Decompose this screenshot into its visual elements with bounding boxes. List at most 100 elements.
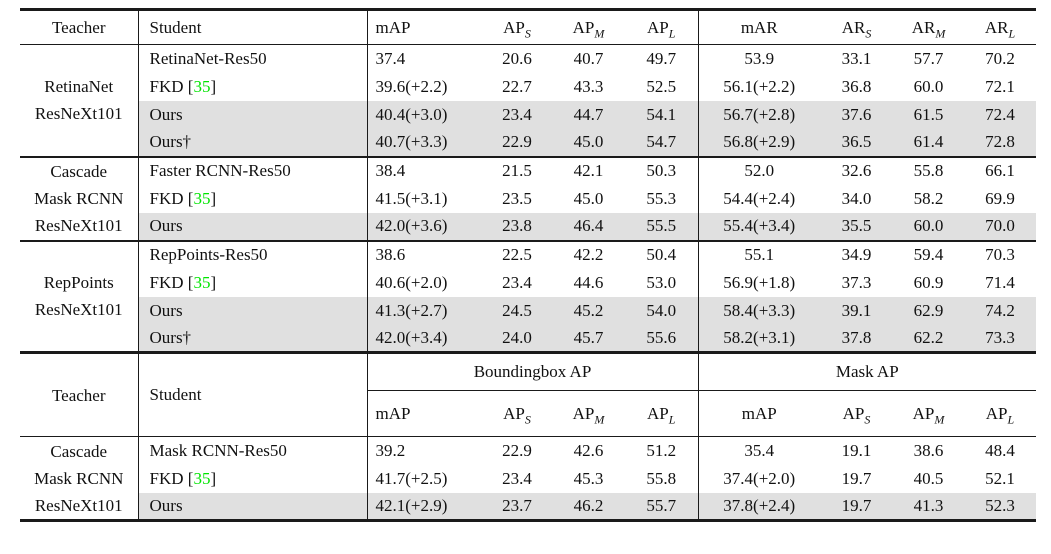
citation-bracket: ] (210, 76, 217, 96)
value-cell: 20.6 (502, 48, 532, 68)
table-row: Cascade Mask RCNN ResNeXt101 Faster RCNN… (20, 156, 1036, 242)
value-cell: 42.1(+2.9) (366, 492, 482, 522)
col-header-aps: APS (820, 390, 893, 437)
value-cell: 52.3 (964, 492, 1036, 522)
value-cell: 73.3 (964, 324, 1036, 354)
citation-ref: 35 (193, 76, 211, 96)
citation-bracket: [ (183, 76, 194, 96)
value-cell: 72.1 (985, 76, 1015, 96)
value-cell: 39.6(+2.2) (366, 72, 482, 101)
value-cell: 56.1(+2.2) (697, 72, 820, 101)
value-cell: 60.0 (913, 76, 944, 96)
value-cell: 52.5 (646, 76, 677, 96)
table-row-highlighted: Ours 42.0(+3.6) 23.8 46.4 55.5 55.4(+3.4… (20, 212, 1036, 242)
table-row: RepPoints ResNeXt101 RepPoints-Res50 38.… (20, 240, 1036, 354)
student-cell: Ours† (137, 324, 367, 354)
value-cell: 36.8 (841, 76, 872, 96)
value-cell: 23.5 (502, 188, 532, 208)
value-cell: 19.7 (820, 492, 893, 522)
value-cell: 49.7 (646, 48, 677, 68)
value-cell: 40.4(+3.0) (366, 100, 482, 129)
table-row-highlighted: Ours† 40.7(+3.3) 22.9 45.0 54.7 56.8(+2.… (20, 128, 1036, 158)
value-cell: 40.7(+3.3) (366, 128, 482, 158)
value-cell: 54.1 (625, 100, 698, 129)
col-header-teacher: Teacher (20, 352, 138, 437)
value-cell: 51.2 (646, 440, 677, 460)
value-cell: 57.7 (913, 48, 944, 68)
value-cell: 38.6 (913, 440, 944, 460)
value-cell: 21.5 (502, 161, 532, 180)
value-cell: 39.2 (366, 436, 482, 465)
value-cell: 33.1 (841, 48, 872, 68)
value-cell: 62.9 (893, 296, 964, 325)
teacher-line: Cascade (50, 441, 108, 461)
value-cell: 44.7 (552, 100, 625, 129)
value-cell: 34.0 (841, 188, 872, 208)
value-cell: 37.8(+2.4) (697, 492, 820, 522)
teacher-cell: Cascade Mask RCNN ResNeXt101 (20, 436, 138, 522)
value-cell: 45.0 (573, 188, 604, 208)
group-header-boundingbox-ap: Boundingbox AP (366, 352, 698, 391)
table-row: Cascade Mask RCNN ResNeXt101 Mask RCNN-R… (20, 436, 1036, 522)
student-cell: FKD [35] (137, 72, 367, 101)
header-row-2b: mAP APS APM APL mAP APS APM APL (20, 390, 1036, 437)
student-cell: Faster RCNN-Res50 (137, 156, 367, 185)
value-cell: 19.7 (841, 468, 872, 488)
value-cell: 55.7 (625, 492, 698, 522)
student-cell: Ours (137, 296, 367, 325)
value-cell: 40.6(+2.0) (366, 268, 482, 297)
table-row: FKD [35] 41.5(+3.1) 23.5 45.0 55.3 54.4(… (20, 184, 1036, 213)
value-cell: 42.0(+3.4) (366, 324, 482, 354)
value-cell: 35.4 (697, 436, 820, 465)
value-cell: 41.3(+2.7) (366, 296, 482, 325)
value-cell: 37.8 (820, 324, 893, 354)
value-cell: 52.0 (697, 156, 820, 185)
group-header-mask-ap: Mask AP (697, 352, 1036, 391)
value-cell: 23.7 (482, 492, 552, 522)
value-cell: 38.4 (366, 156, 482, 185)
citation-bracket: [ (183, 468, 194, 488)
col-header-aps: APS (482, 8, 552, 45)
value-cell: 56.9(+1.8) (697, 268, 820, 297)
table-row-highlighted: Ours 40.4(+3.0) 23.4 44.7 54.1 56.7(+2.8… (20, 100, 1036, 129)
value-cell: 56.7(+2.8) (697, 100, 820, 129)
value-cell: 40.7 (573, 48, 604, 68)
student-cell: FKD [35] (137, 464, 367, 493)
value-cell: 40.5 (913, 468, 944, 488)
value-cell: 19.1 (841, 440, 872, 460)
citation-bracket: [ (183, 272, 194, 292)
value-cell: 69.9 (985, 188, 1015, 208)
student-cell: Ours (137, 212, 367, 242)
value-cell: 52.1 (985, 468, 1015, 488)
value-cell: 45.7 (552, 324, 625, 354)
value-cell: 62.2 (893, 324, 964, 354)
teacher-line: ResNeXt101 (34, 104, 123, 124)
value-cell: 23.4 (502, 468, 532, 488)
value-cell: 50.3 (646, 161, 677, 180)
citation-bracket: ] (210, 468, 217, 488)
citation-ref: 35 (193, 272, 211, 292)
value-cell: 45.0 (552, 128, 625, 158)
citation-bracket: [ (183, 188, 194, 208)
value-cell: 41.3 (893, 492, 964, 522)
col-header-arm: ARM (893, 8, 964, 45)
value-cell: 35.5 (820, 212, 893, 242)
value-cell: 54.7 (625, 128, 698, 158)
value-cell: 55.5 (625, 212, 698, 242)
value-cell: 23.4 (482, 100, 552, 129)
value-cell: 22.5 (502, 245, 532, 264)
student-cell: Ours (137, 492, 367, 522)
table-row: FKD [35] 41.7(+2.5) 23.4 45.3 55.8 37.4(… (20, 464, 1036, 493)
value-cell: 41.5(+3.1) (366, 184, 482, 213)
value-cell: 38.6 (366, 240, 482, 269)
value-cell: 46.4 (552, 212, 625, 242)
value-cell: 39.1 (820, 296, 893, 325)
col-header-ars: ARS (820, 8, 893, 45)
value-cell: 22.9 (482, 128, 552, 158)
value-cell: 23.4 (502, 272, 532, 292)
value-cell: 55.4(+3.4) (697, 212, 820, 242)
col-header-student: Student (137, 8, 367, 45)
teacher-line: RepPoints (43, 273, 114, 293)
value-cell: 42.6 (573, 440, 604, 460)
value-cell: 59.4 (913, 245, 944, 264)
